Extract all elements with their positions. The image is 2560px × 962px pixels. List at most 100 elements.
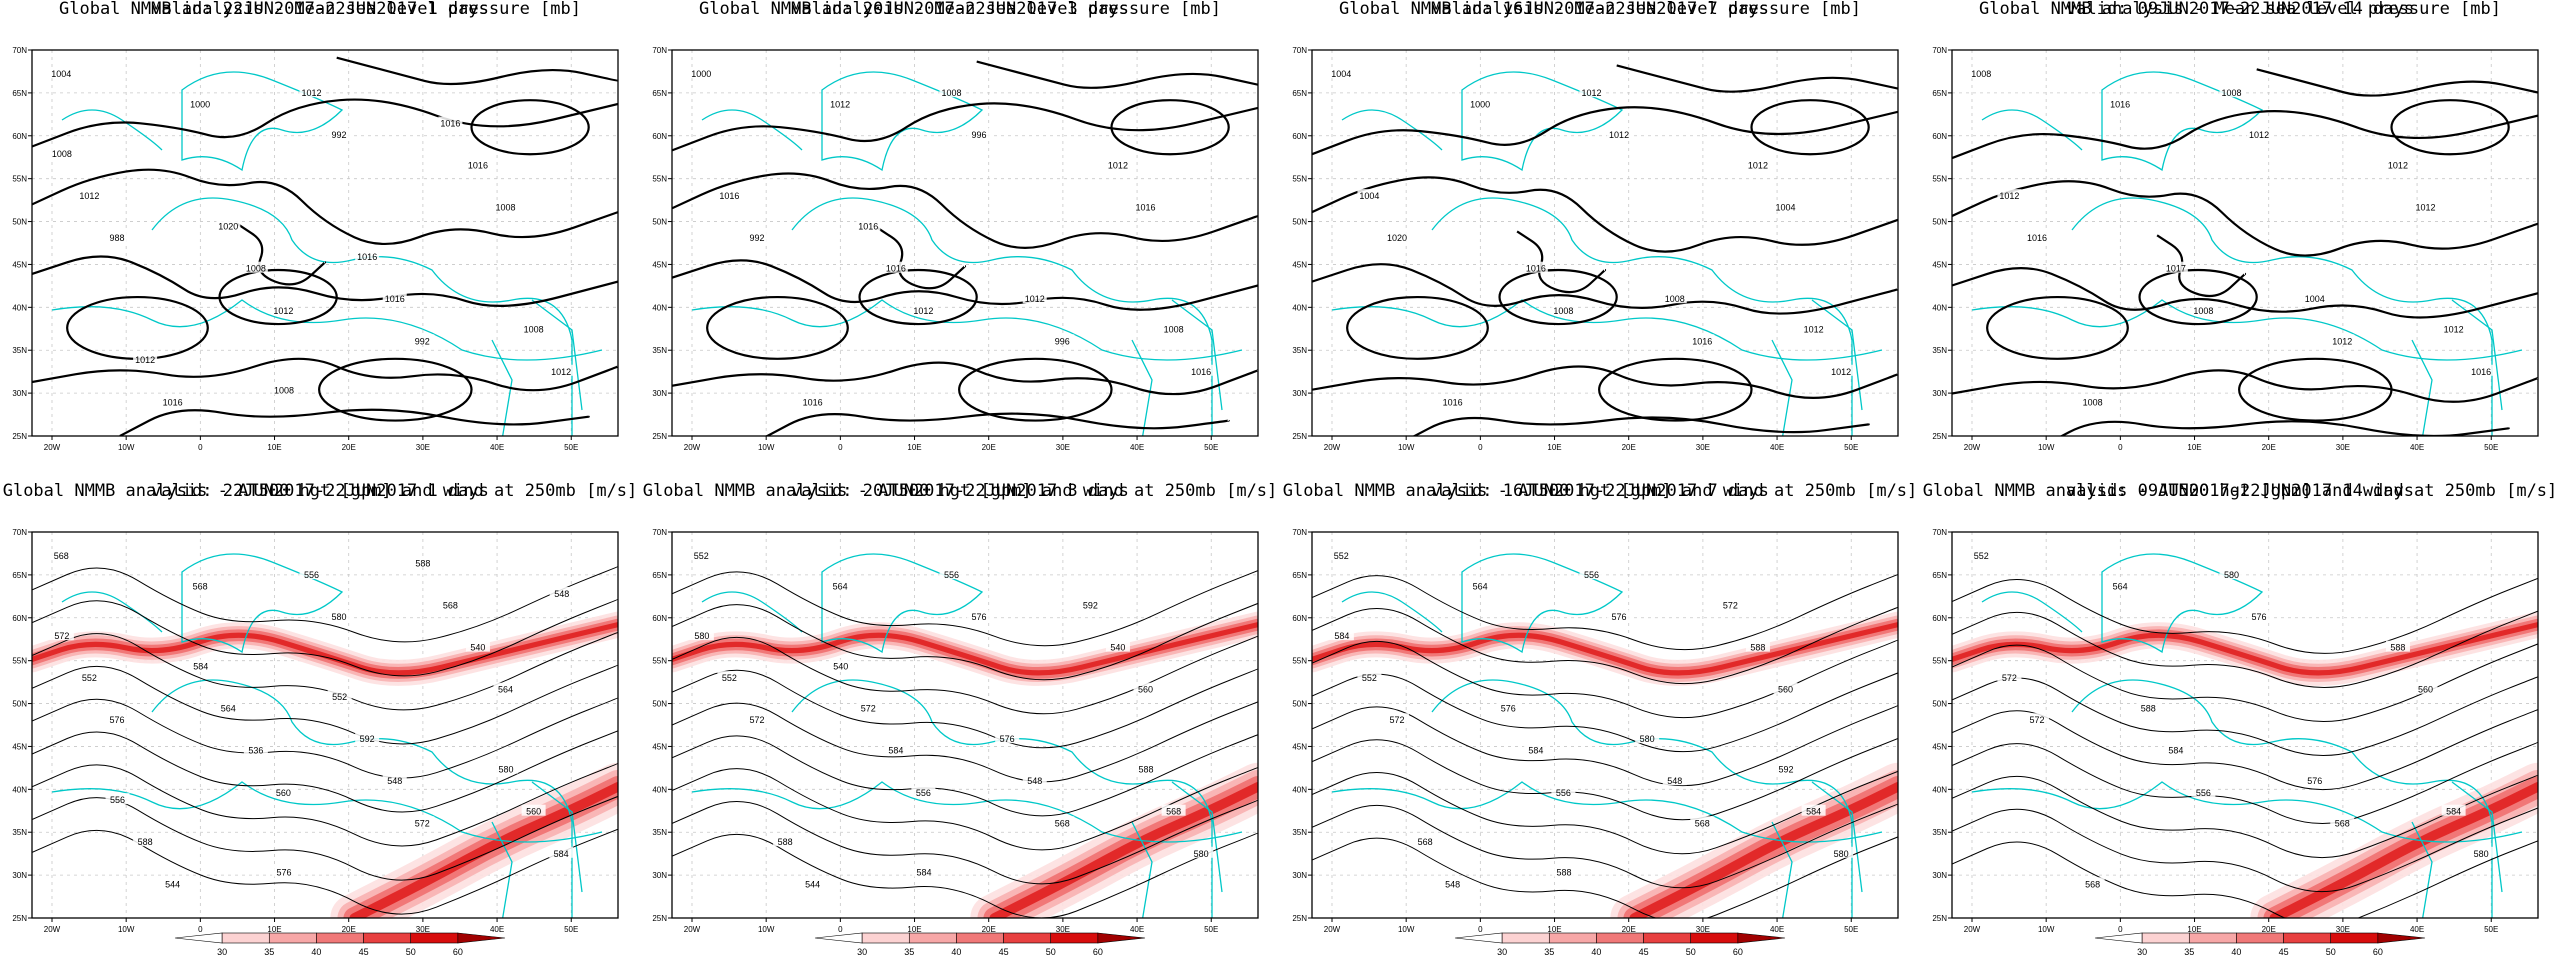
jet-stream-band: [32, 622, 618, 676]
colorbar-segment: [2377, 932, 2426, 944]
isoline: [32, 763, 618, 847]
lon-tick-label: 20W: [1324, 443, 1341, 452]
contour-label: 584: [2168, 746, 2183, 756]
map-panel: Global NMMB analysis - AT500 hgt [gpm] a…: [640, 482, 1280, 962]
lon-tick-label: 50E: [2484, 925, 2498, 934]
isoline: [1312, 263, 1898, 315]
map-canvas: 1004 1008 1004 1000 1016 1020 1012 1012 1016 1012…: [1292, 46, 1899, 452]
contour-label: 1016: [440, 119, 460, 129]
coastline-scandinavia: [181, 553, 344, 654]
contour-label: 564: [498, 685, 513, 695]
contour-label: 580: [2224, 570, 2239, 580]
contour-label: 584: [888, 746, 903, 756]
lon-tick-label: 20W: [1964, 925, 1981, 934]
lon-tick-label: 10E: [267, 443, 281, 452]
contour-label: 580: [2474, 849, 2489, 859]
lat-tick-label: 70N: [652, 528, 667, 537]
contour-label: 548: [387, 776, 402, 786]
colorbar-tick-label: 35: [2184, 947, 2194, 957]
pressure-center-isoline: [858, 268, 978, 326]
contour-label: 572: [1723, 601, 1738, 611]
lat-tick-label: 30N: [12, 389, 27, 398]
colorbar-segment: [1548, 932, 1597, 944]
lat-tick-label: 35N: [1932, 346, 1947, 355]
colorbar-tick-label: 45: [2279, 947, 2289, 957]
contour-label: 568: [2335, 818, 2350, 828]
contour-label: 1004: [1331, 69, 1351, 79]
lat-tick-label: 65N: [12, 571, 27, 580]
contour-label: 1016: [1692, 336, 1712, 346]
lat-tick-label: 70N: [12, 46, 27, 55]
isoline: [672, 766, 1258, 851]
colorbar-tick-label: 40: [951, 947, 961, 957]
contour-label: 564: [833, 582, 848, 592]
map-frame: [1951, 49, 2539, 437]
lat-tick-label: 35N: [652, 828, 667, 837]
lat-tick-label: 70N: [1932, 528, 1947, 537]
contour-label: 1016: [2027, 233, 2047, 243]
colorbar-segment: [1596, 932, 1644, 944]
wind-speed-colorbar: 30 35 40 45 50 60: [814, 932, 1146, 957]
colorbar-tick-label: 60: [1093, 947, 1103, 957]
isoline: [1412, 416, 1870, 436]
panel-title: Global NMMB analysis - Mean sea level pr…: [699, 0, 1221, 19]
lat-tick-label: 25N: [1292, 432, 1307, 441]
contour-label: 548: [554, 589, 569, 599]
colorbar-segment: [1097, 932, 1146, 944]
contour-label: 580: [499, 765, 514, 775]
contour-label: 580: [1834, 849, 1849, 859]
coastline-atlantic: [1341, 109, 1443, 151]
contour-label: 556: [916, 788, 931, 798]
contour-label: 1008: [1553, 306, 1573, 316]
colorbar-segment: [814, 932, 863, 944]
contour-label: 568: [2085, 879, 2100, 889]
lat-tick-label: 35N: [1292, 828, 1307, 837]
contour-label: 584: [916, 868, 931, 878]
lon-tick-label: 50E: [1844, 443, 1858, 452]
colorbar-segment: [316, 932, 364, 944]
colorbar-tick-label: 50: [1686, 947, 1696, 957]
contour-label: 540: [1110, 643, 1125, 653]
coastline-middle-east: [2411, 299, 2503, 436]
contour-label: 540: [470, 643, 485, 653]
contour-label: 584: [1334, 631, 1349, 641]
isoline: [1516, 230, 1607, 294]
contour-label: 560: [2418, 685, 2433, 695]
contour-label: 588: [1139, 765, 1154, 775]
lon-tick-label: 30E: [2336, 443, 2350, 452]
lon-tick-label: 0: [2118, 925, 2123, 934]
lon-tick-label: 0: [1478, 443, 1483, 452]
colorbar-segment: [2330, 932, 2379, 944]
lat-tick-label: 35N: [1292, 346, 1307, 355]
coastline-europe: [151, 679, 573, 918]
coastline-middle-east: [2411, 781, 2503, 918]
map-canvas: 552 556 560 564 568 572 576 580 584 588 548 548 552 5…: [1292, 528, 1899, 934]
contour-label: 1012: [1748, 161, 1768, 171]
contour-label: 1008: [1665, 294, 1685, 304]
lon-tick-label: 20E: [342, 925, 356, 934]
lat-tick-label: 60N: [1292, 614, 1307, 623]
contour-label: 576: [109, 715, 124, 725]
coastline-mediterranean: [1331, 299, 1883, 361]
lat-tick-label: 50N: [12, 700, 27, 709]
jet-stream-band: [672, 622, 1258, 676]
contour-label: 1004: [2305, 294, 2325, 304]
isoline: [32, 828, 618, 915]
contour-label: 1012: [2332, 336, 2352, 346]
contour-label: 572: [54, 631, 69, 641]
isoline: [32, 98, 618, 148]
isoline: [672, 668, 1258, 749]
lat-tick-label: 40N: [1932, 303, 1947, 312]
lat-tick-label: 55N: [12, 175, 27, 184]
jet-stream-band: [2269, 781, 2538, 918]
coastline-atlantic: [61, 591, 163, 633]
coastline-middle-east: [1131, 781, 1223, 918]
lat-tick-label: 55N: [1292, 175, 1307, 184]
lat-tick-label: 45N: [1932, 260, 1947, 269]
contour-label: 576: [1000, 734, 1015, 744]
jet-stream-band: [1629, 781, 1898, 918]
contour-label: 1012: [135, 355, 155, 365]
contour-label: 988: [109, 233, 124, 243]
contour-label: 588: [1556, 868, 1571, 878]
contour-label: 1012: [1609, 130, 1629, 140]
